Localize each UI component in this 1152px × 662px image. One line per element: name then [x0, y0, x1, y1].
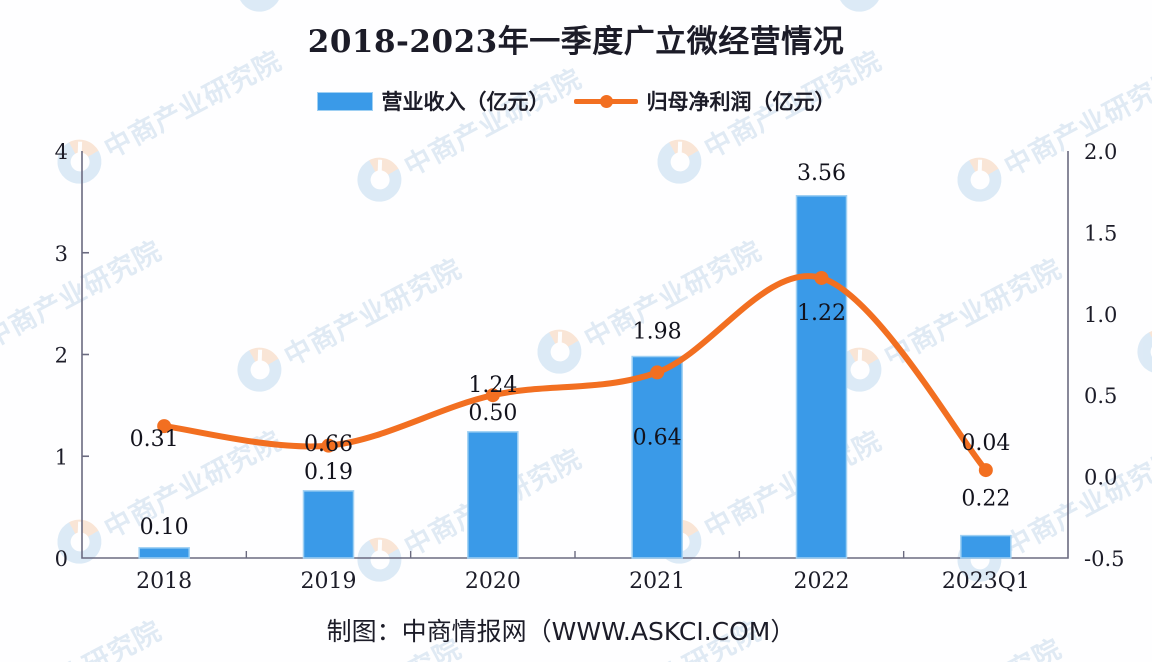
left-axis-tick-label: 0	[55, 547, 68, 571]
bar	[960, 534, 1012, 559]
bar-data-label: 1.98	[633, 320, 682, 345]
line-marker	[157, 419, 172, 434]
bar-data-label: 3.56	[797, 161, 846, 186]
left-axis-tick-label: 4	[55, 140, 68, 164]
chart-source-credit: 制图：中商情报网（WWW.ASKCI.COM）	[326, 617, 796, 646]
bar	[138, 547, 190, 559]
bar-data-label: 0.22	[961, 487, 1010, 512]
x-axis-category-label: 2018	[136, 569, 192, 594]
line-data-label: 0.04	[961, 431, 1010, 456]
right-axis-tick-label: 0.0	[1084, 466, 1117, 490]
x-axis-category-label: 2019	[301, 569, 357, 594]
right-axis-tick-label: -0.5	[1084, 547, 1125, 571]
x-axis-category-label: 2023Q1	[942, 569, 1030, 594]
x-axis-category-label: 2020	[465, 569, 521, 594]
left-axis-tick-label: 3	[55, 242, 68, 266]
line-data-label: 0.19	[304, 460, 353, 485]
line-data-label: 1.22	[797, 301, 846, 326]
bar	[631, 355, 683, 559]
plot-frame	[81, 151, 1069, 559]
bar-data-label: 0.66	[304, 432, 353, 457]
line-marker	[814, 270, 829, 285]
right-axis-tick-label: 1.0	[1084, 303, 1117, 327]
legend-item-revenue: 营业收入（亿元）	[316, 86, 550, 116]
bar	[467, 431, 519, 559]
right-axis-tick-label: 1.5	[1084, 221, 1117, 245]
chart-legend: 营业收入（亿元） 归母净利润（亿元）	[0, 86, 1152, 116]
bar	[795, 195, 848, 559]
left-axis-tick-label: 2	[55, 344, 68, 368]
line-marker	[978, 463, 993, 478]
left-axis-tick-label: 1	[55, 445, 68, 469]
x-axis-category-label: 2021	[629, 569, 685, 594]
right-axis-tick-label: 2.0	[1084, 140, 1117, 164]
line-marker	[650, 365, 665, 380]
chart-title: 2018-2023年一季度广立微经营情况	[307, 24, 845, 60]
legend-label-revenue: 营业收入（亿元）	[381, 90, 550, 114]
right-axis-tick-label: 0.5	[1084, 384, 1117, 408]
line-data-label: 0.50	[468, 401, 517, 426]
line-marker	[321, 438, 336, 453]
legend-bar-swatch-icon	[316, 91, 373, 111]
line-marker	[485, 388, 500, 403]
bar	[302, 490, 355, 559]
x-axis-category-label: 2022	[794, 569, 850, 594]
line-data-label: 0.64	[633, 426, 682, 451]
legend-label-net-profit: 归母净利润（亿元）	[646, 90, 836, 114]
legend-item-net-profit: 归母净利润（亿元）	[573, 86, 836, 116]
bar-data-label: 0.10	[140, 515, 189, 540]
legend-line-swatch-icon	[573, 92, 638, 110]
line-data-label: 0.31	[130, 427, 179, 452]
bar-data-label: 1.24	[468, 373, 517, 398]
line-series	[161, 273, 989, 474]
